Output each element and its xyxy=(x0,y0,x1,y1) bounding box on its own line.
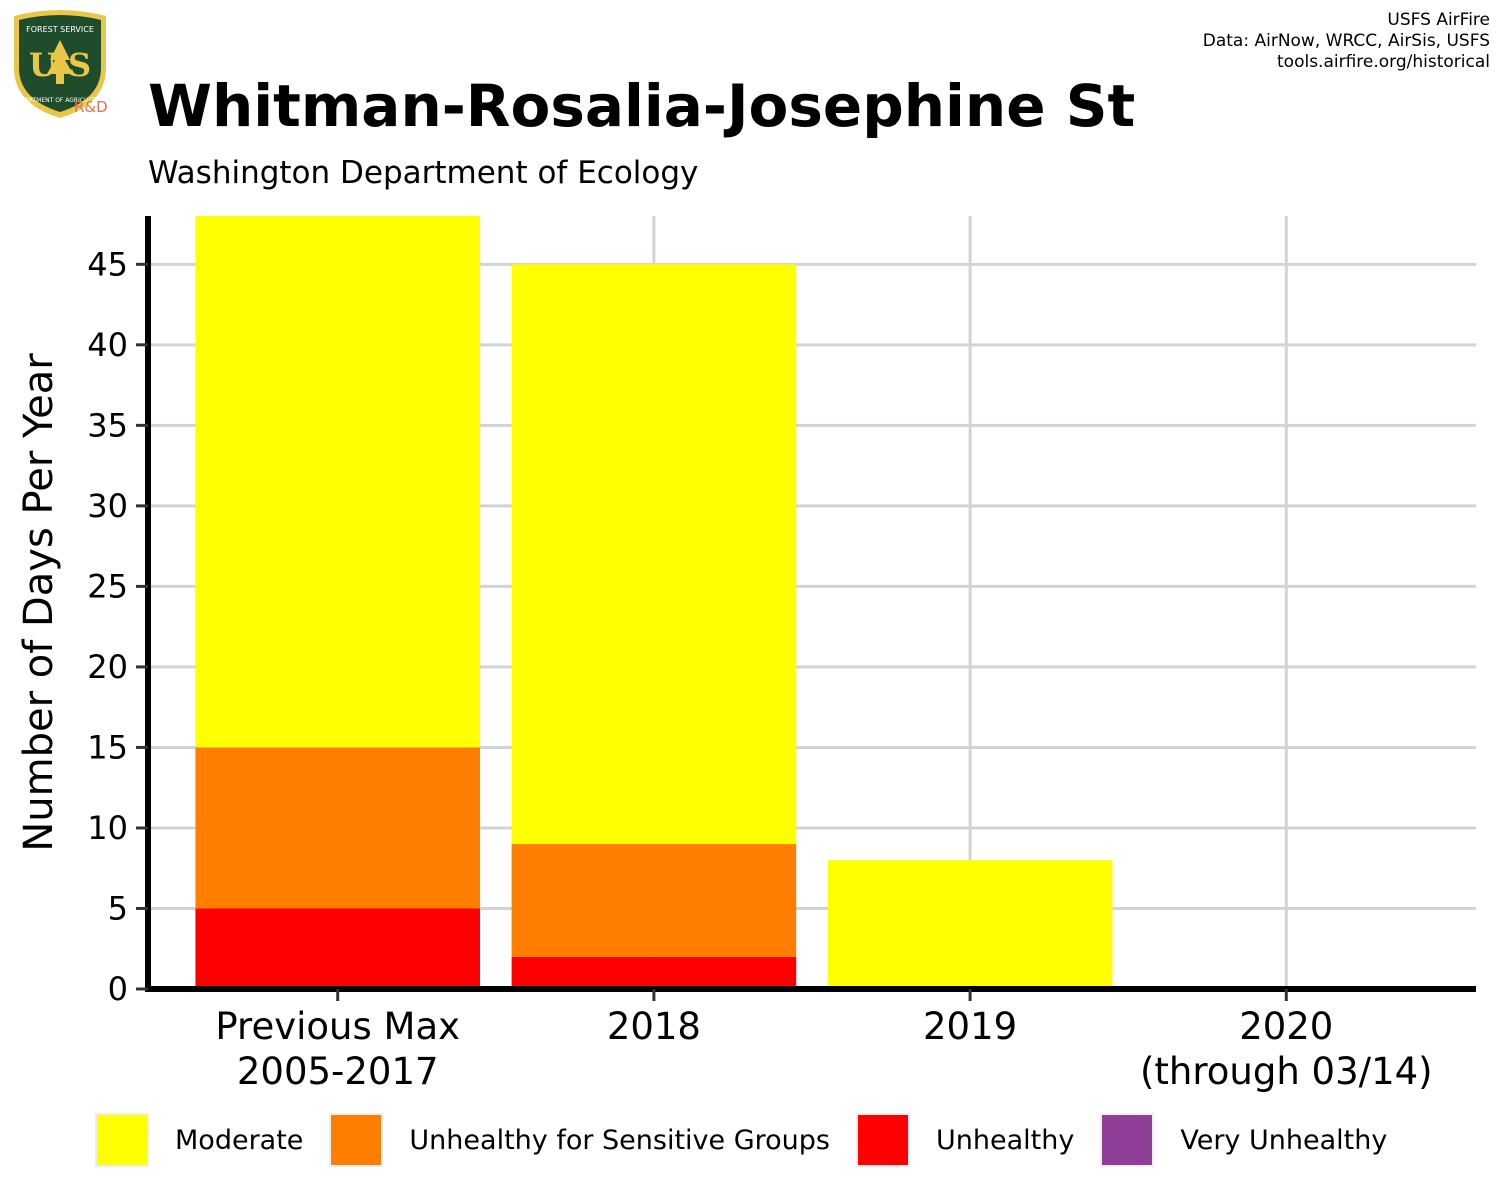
x-tick-label: 2005-2017 xyxy=(237,1050,439,1093)
legend-label: Moderate xyxy=(175,1124,304,1156)
legend-label: Unhealthy xyxy=(936,1124,1075,1156)
bar-unhealthy xyxy=(511,956,797,989)
legend-key-moderate xyxy=(95,1113,149,1167)
chart-subtitle: Washington Department of Ecology xyxy=(148,155,699,191)
y-tick-label: 40 xyxy=(87,326,128,364)
legend-label: Unhealthy for Sensitive Groups xyxy=(409,1124,830,1156)
y-tick-label: 25 xyxy=(87,567,128,605)
bar-unhealthy-for-sensitive-groups xyxy=(511,844,797,957)
x-tick-label: 2019 xyxy=(923,1005,1017,1048)
legend-item-unhealthy: Unhealthy xyxy=(856,1113,1074,1167)
forest-service-logo: FOREST SERVICE U S DEPARTMENT OF AGRICUL… xyxy=(13,10,107,118)
bar-moderate xyxy=(195,216,480,748)
x-tick-label: 2018 xyxy=(607,1005,701,1048)
legend-item-moderate: Moderate xyxy=(95,1113,303,1167)
bar-unhealthy-for-sensitive-groups xyxy=(195,747,480,909)
bar-moderate xyxy=(827,860,1113,989)
x-tick-label: (through 03/14) xyxy=(1140,1050,1433,1093)
legend-key-usg xyxy=(329,1113,384,1167)
y-tick-label: 30 xyxy=(87,487,128,525)
credit-line: Data: AirNow, WRCC, AirSis, USFS xyxy=(1202,31,1490,51)
legend-item-usg: Unhealthy for Sensitive Groups xyxy=(329,1113,830,1167)
x-tick-label: Previous Max xyxy=(215,1005,460,1048)
y-tick-label: 20 xyxy=(87,648,128,686)
logo-top-text: FOREST SERVICE xyxy=(26,25,94,34)
credit-line: USFS AirFire xyxy=(1387,10,1490,30)
legend-label: Very Unhealthy xyxy=(1180,1124,1388,1156)
y-tick-label: 35 xyxy=(87,406,128,444)
credit-line: tools.airfire.org/historical xyxy=(1277,52,1490,72)
chart-title: Whitman-Rosalia-Josephine St xyxy=(148,72,1136,140)
bar-unhealthy xyxy=(195,908,480,989)
y-tick-label: 45 xyxy=(87,245,128,283)
y-tick-label: 15 xyxy=(87,728,128,766)
y-tick-label: 0 xyxy=(108,970,128,1008)
legend-key-unhealthy xyxy=(856,1113,910,1167)
y-tick-label: 10 xyxy=(87,809,128,847)
bar-moderate xyxy=(511,264,797,845)
legend: Moderate Unhealthy for Sensitive Groups … xyxy=(95,1112,1413,1168)
logo-bottom-text: DEPARTMENT OF AGRICULTURE xyxy=(13,97,107,104)
x-tick-label: 2020 xyxy=(1239,1005,1333,1048)
y-axis-title: Number of Days Per Year xyxy=(16,353,62,852)
logo-rd-label: R&D xyxy=(74,98,108,116)
y-tick-label: 5 xyxy=(108,889,128,927)
legend-item-very-unhealthy: Very Unhealthy xyxy=(1100,1113,1387,1167)
legend-key-very-unhealthy xyxy=(1100,1113,1155,1167)
credits: USFS AirFire Data: AirNow, WRCC, AirSis,… xyxy=(1203,10,1490,73)
